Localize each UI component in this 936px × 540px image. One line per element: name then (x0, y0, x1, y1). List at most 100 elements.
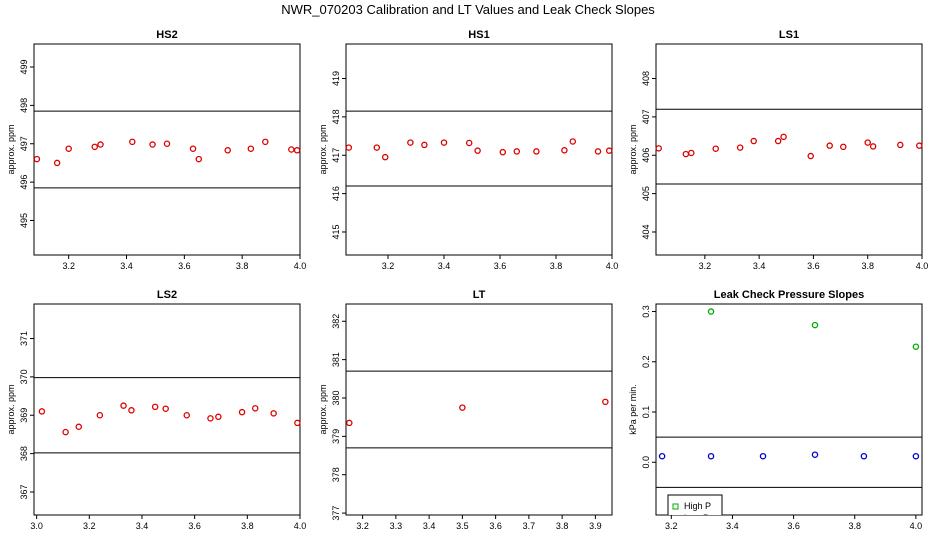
data-point (780, 133, 787, 141)
data-point (195, 155, 203, 163)
data-point (750, 137, 757, 145)
y-axis-label: approx. ppm (318, 124, 328, 174)
data-point (65, 145, 72, 152)
plot-frame (655, 43, 923, 256)
y-tick-label: 405 (641, 186, 651, 201)
y-tick-label: 369 (19, 408, 29, 423)
panel-title: HS2 (156, 29, 177, 41)
data-point (97, 141, 104, 148)
data-point (215, 413, 222, 421)
data-point (658, 452, 666, 460)
data-point (840, 143, 847, 151)
x-tick-label: 3.3 (390, 521, 403, 531)
y-axis-label: kPa per min. (628, 384, 638, 435)
y-tick-label: 497 (19, 136, 29, 151)
y-axis-label: approx. ppm (318, 384, 328, 434)
y-tick-label: 416 (331, 186, 341, 201)
data-point (655, 145, 662, 152)
x-tick-label: 3.4 (423, 521, 436, 531)
data-point (594, 148, 602, 155)
x-tick-label: 3.4 (120, 261, 133, 271)
data-point (897, 141, 904, 149)
data-point (474, 147, 481, 154)
data-point (561, 147, 568, 154)
x-tick-label: 3.6 (807, 261, 820, 271)
data-point (224, 147, 231, 154)
data-point (151, 403, 159, 411)
data-point (440, 139, 448, 146)
plot-frame (33, 303, 301, 516)
data-point (293, 147, 301, 154)
data-point (38, 408, 46, 415)
x-tick-label: 3.6 (489, 521, 502, 531)
x-tick-label: 3.6 (188, 521, 201, 531)
data-point (262, 138, 269, 146)
y-tick-label: 498 (19, 98, 29, 113)
y-tick-label: 382 (331, 314, 341, 329)
x-tick-label: 4.0 (606, 261, 619, 271)
data-point (53, 159, 61, 167)
y-tick-label: 368 (19, 446, 29, 461)
y-tick-label: 381 (331, 352, 341, 367)
legend-marker (672, 503, 679, 510)
data-point (421, 141, 428, 149)
data-point (407, 139, 414, 146)
x-tick-label: 3.2 (62, 261, 75, 271)
data-point (736, 144, 744, 151)
data-point (916, 142, 923, 149)
x-tick-label: 3.4 (726, 521, 739, 531)
x-tick-label: 4.0 (294, 521, 307, 531)
data-point (912, 452, 920, 460)
x-tick-label: 3.4 (136, 521, 149, 531)
data-point (288, 146, 295, 153)
x-tick-label: 3.4 (438, 261, 451, 271)
data-point (759, 452, 767, 460)
data-point (682, 150, 690, 158)
y-axis-label: approx. ppm (628, 124, 638, 174)
data-point (207, 415, 214, 422)
data-point (774, 137, 782, 145)
y-tick-label: 415 (331, 224, 341, 239)
x-tick-label: 3.8 (556, 521, 569, 531)
y-tick-label: 367 (19, 484, 29, 499)
x-tick-label: 3.2 (699, 261, 712, 271)
x-tick-label: 3.0 (30, 521, 43, 531)
y-axis-label: approx. ppm (6, 384, 16, 434)
data-point (513, 148, 521, 155)
data-point (811, 321, 819, 329)
data-point (811, 451, 819, 458)
data-point (189, 145, 197, 152)
panel-title: LS1 (779, 29, 799, 41)
data-point (251, 405, 259, 412)
y-tick-label: 418 (331, 109, 341, 124)
data-point (465, 139, 473, 147)
y-tick-label: 0.3 (641, 305, 651, 318)
data-point (533, 148, 540, 155)
y-tick-label: 0.2 (641, 356, 651, 369)
data-point (864, 139, 871, 146)
y-tick-label: 404 (641, 224, 651, 239)
panel-title: LS2 (157, 289, 177, 301)
data-point (346, 419, 353, 427)
plot-frame (345, 303, 613, 516)
panel-title: HS1 (468, 29, 489, 41)
data-point (707, 452, 715, 460)
x-tick-label: 3.7 (523, 521, 536, 531)
x-tick-label: 4.0 (294, 261, 307, 271)
data-point (707, 308, 715, 315)
data-point (602, 398, 609, 406)
x-tick-label: 4.0 (916, 261, 929, 271)
x-tick-label: 3.2 (356, 521, 369, 531)
panel-title: LT (473, 289, 486, 301)
x-tick-label: 3.8 (241, 521, 254, 531)
y-tick-label: 379 (331, 429, 341, 444)
data-point (149, 141, 156, 148)
data-point (688, 149, 695, 157)
y-tick-label: 417 (331, 148, 341, 163)
data-point (62, 428, 69, 436)
data-point (807, 152, 814, 160)
x-tick-label: 3.8 (848, 521, 861, 531)
data-point (163, 140, 171, 147)
y-tick-label: 0.0 (641, 456, 651, 469)
